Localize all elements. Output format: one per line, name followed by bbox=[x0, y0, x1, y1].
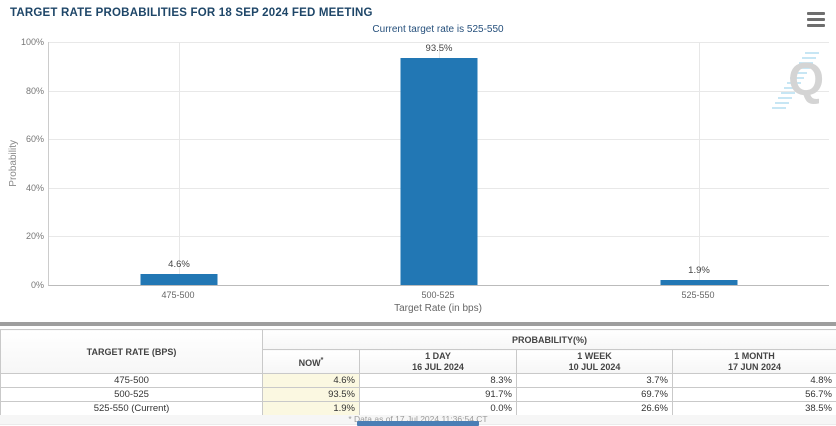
table-row: 475-500 4.6% 8.3% 3.7% 4.8% bbox=[0, 373, 836, 388]
week-probability-cell: 3.7% bbox=[516, 373, 673, 388]
vertical-gridline bbox=[699, 42, 700, 285]
vertical-gridline bbox=[178, 42, 180, 285]
section-divider bbox=[0, 322, 836, 326]
bar-525-550[interactable] bbox=[660, 280, 738, 285]
x-axis-ticks: 475-500 500-525 525-550 bbox=[48, 290, 828, 302]
x-tick-label: 500-525 bbox=[421, 290, 455, 300]
probability-table: TARGET RATE (BPS) PROBABILITY(%) NOW* 1 D… bbox=[0, 329, 836, 416]
y-tick-label: 100% bbox=[20, 37, 44, 47]
month-probability-cell: 38.5% bbox=[672, 401, 836, 416]
now-probability-cell: 1.9% bbox=[262, 401, 360, 416]
x-tick-label: 475-500 bbox=[161, 290, 195, 300]
now-probability-cell: 4.6% bbox=[262, 373, 360, 388]
y-tick-label: 40% bbox=[25, 182, 44, 193]
bar-475-500[interactable] bbox=[140, 273, 218, 285]
day-probability-cell: 0.0% bbox=[359, 401, 517, 416]
table-row: 525-550 (Current) 1.9% 0.0% 26.6% 38.5% bbox=[0, 401, 836, 416]
table-row: 500-525 93.5% 91.7% 69.7% 56.7% bbox=[0, 387, 836, 402]
y-axis-ticks: 0% 20% 40% 60% 80% 100% bbox=[0, 37, 44, 290]
column-header: 1 DAY 16 JUL 2024 bbox=[359, 349, 517, 374]
rate-cell: 525-550 (Current) bbox=[0, 401, 263, 416]
y-tick-label: 60% bbox=[25, 134, 44, 145]
page-title: TARGET RATE PROBABILITIES FOR 18 SEP 202… bbox=[10, 7, 373, 19]
x-axis-title: Target Rate (in bps) bbox=[394, 303, 482, 314]
bar-500-525[interactable] bbox=[400, 57, 478, 285]
day-probability-cell: 91.7% bbox=[359, 387, 517, 402]
y-tick-label: 0% bbox=[30, 280, 44, 290]
probability-group-header: PROBABILITY(%) bbox=[262, 329, 836, 350]
column-header: NOW* bbox=[262, 349, 360, 374]
y-tick-label: 20% bbox=[25, 231, 44, 242]
horizontal-scrollbar-thumb[interactable] bbox=[357, 421, 479, 426]
rate-cell: 475-500 bbox=[0, 373, 263, 388]
hamburger-menu-icon[interactable] bbox=[807, 12, 825, 27]
rate-cell: 500-525 bbox=[0, 387, 263, 402]
bar-value-label: 1.9% bbox=[688, 265, 710, 277]
bar-value-label: 4.6% bbox=[168, 258, 190, 270]
column-header: 1 WEEK 10 JUL 2024 bbox=[516, 349, 673, 374]
y-tick-label: 80% bbox=[25, 85, 44, 96]
week-probability-cell: 69.7% bbox=[516, 387, 673, 402]
target-rate-header: TARGET RATE (BPS) bbox=[0, 329, 263, 374]
day-probability-cell: 8.3% bbox=[359, 373, 517, 388]
column-header: 1 MONTH 17 JUN 2024 bbox=[672, 349, 836, 374]
x-tick-label: 525-550 bbox=[681, 290, 715, 300]
bar-value-label: 93.5% bbox=[425, 42, 453, 54]
month-probability-cell: 4.8% bbox=[672, 373, 836, 388]
current-target-rate-subtitle: Current target rate is 525-550 bbox=[372, 24, 504, 35]
now-probability-cell: 93.5% bbox=[262, 387, 360, 402]
week-probability-cell: 26.6% bbox=[516, 401, 673, 416]
month-probability-cell: 56.7% bbox=[672, 387, 836, 402]
plot-area: 4.6% 93.5% 1.9% bbox=[48, 42, 829, 286]
